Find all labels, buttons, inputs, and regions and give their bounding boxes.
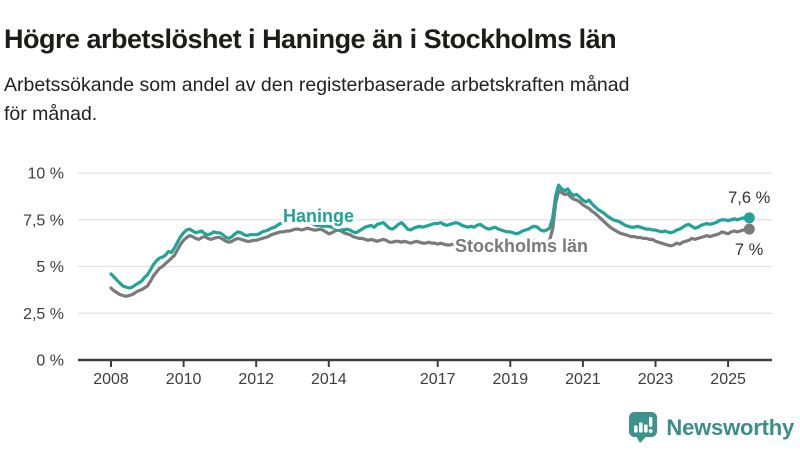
subtitle-line-2: för månad. <box>4 103 98 126</box>
series-name-label: Haninge <box>283 206 354 226</box>
y-axis-tick-label: 0 % <box>36 353 64 370</box>
x-axis-tick-label: 2021 <box>565 371 601 388</box>
x-axis-tick-label: 2017 <box>420 371 456 388</box>
y-axis-tick-label: 10 % <box>28 166 64 183</box>
chart-subtitle: Arbetssökande som andel av den registerb… <box>4 71 784 130</box>
x-axis-tick-label: 2008 <box>93 371 129 388</box>
series-end-dot <box>743 212 755 224</box>
newsworthy-wordmark: Newsworthy <box>666 414 794 440</box>
series-line-haninge <box>109 183 751 290</box>
series-line-stockholms-lan <box>109 189 751 298</box>
series-end-value-label: 7 % <box>735 241 764 259</box>
newsworthy-icon <box>629 412 658 443</box>
x-axis-tick-label: 2025 <box>710 371 746 388</box>
x-axis-tick-label: 2014 <box>311 371 347 388</box>
x-axis-tick-label: 2023 <box>638 371 674 388</box>
y-axis-tick-label: 5 % <box>36 259 64 276</box>
x-axis-tick-label: 2019 <box>493 371 529 388</box>
chart-title: Högre arbetslöshet i Haninge än i Stockh… <box>4 24 617 55</box>
x-axis-tick-label: 2010 <box>166 371 202 388</box>
newsworthy-logo: Newsworthy <box>628 411 794 444</box>
series-name-label: Stockholms län <box>455 236 588 256</box>
x-axis-tick-label: 2012 <box>238 371 274 388</box>
series-end-dot <box>743 223 755 235</box>
subtitle-line-1: Arbetssökande som andel av den registerb… <box>4 74 630 96</box>
y-axis-tick-label: 7,5 % <box>23 212 64 229</box>
series-end-value-label: 7,6 % <box>728 189 771 207</box>
y-axis-tick-label: 2,5 % <box>23 306 64 323</box>
